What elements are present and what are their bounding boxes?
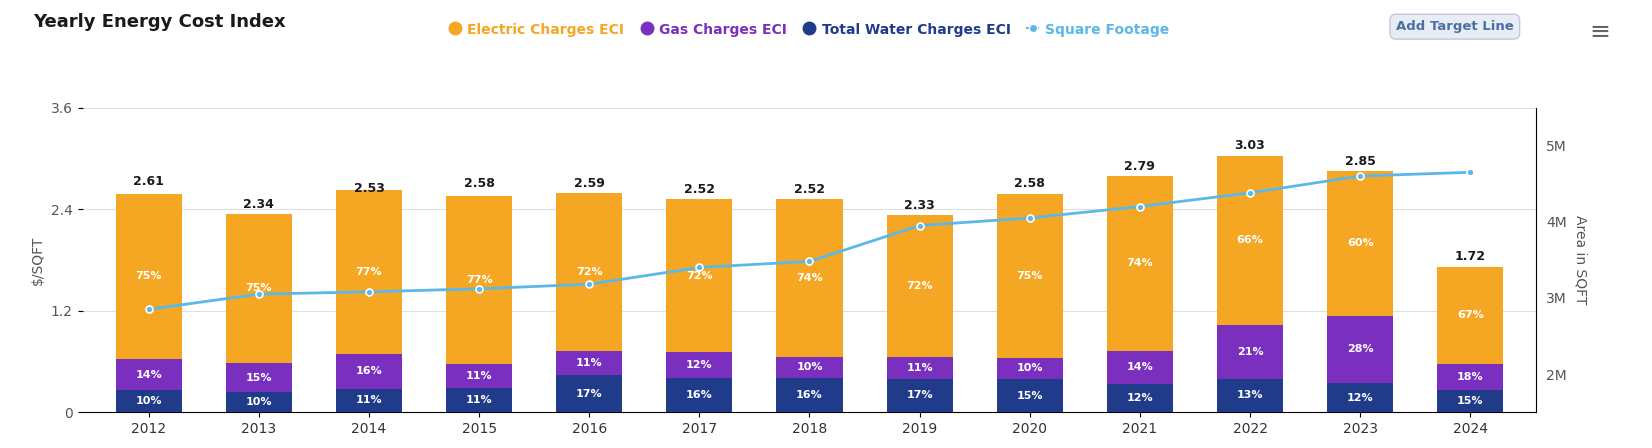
Bar [996, 358, 1062, 379]
Bar [1327, 383, 1393, 412]
Text: 12%: 12% [1346, 393, 1373, 403]
Text: 74%: 74% [796, 273, 823, 283]
Text: 2.58: 2.58 [1014, 177, 1046, 190]
Bar [776, 357, 843, 378]
Bar [1437, 364, 1503, 390]
Bar [1437, 390, 1503, 412]
Text: 21%: 21% [1237, 347, 1264, 357]
Bar [996, 379, 1062, 412]
Bar [776, 199, 843, 357]
Text: 3.03: 3.03 [1234, 139, 1265, 152]
Bar [446, 388, 512, 412]
Text: 67%: 67% [1457, 310, 1483, 320]
Bar [335, 190, 401, 354]
Text: 2.33: 2.33 [904, 198, 935, 211]
Text: 72%: 72% [686, 271, 712, 281]
Bar [1107, 351, 1173, 384]
Text: 2.61: 2.61 [134, 175, 164, 188]
Text: 1.72: 1.72 [1455, 250, 1485, 263]
Text: 17%: 17% [907, 390, 933, 401]
Bar [335, 388, 401, 412]
Bar [887, 357, 953, 379]
Bar [1327, 171, 1393, 316]
Text: 28%: 28% [1346, 345, 1373, 354]
Text: ≡: ≡ [1589, 20, 1611, 44]
Text: 75%: 75% [246, 284, 273, 293]
Text: 15%: 15% [1457, 396, 1483, 406]
Text: 16%: 16% [686, 390, 712, 400]
Text: 13%: 13% [1237, 391, 1264, 401]
Bar [887, 379, 953, 412]
Bar [1218, 156, 1284, 325]
Text: 16%: 16% [355, 366, 382, 376]
Text: 11%: 11% [355, 396, 382, 405]
Text: 77%: 77% [466, 275, 492, 285]
Text: 10%: 10% [796, 362, 823, 372]
Bar [887, 215, 953, 357]
Text: 11%: 11% [577, 358, 603, 368]
Text: 10%: 10% [135, 396, 162, 406]
Text: 2.59: 2.59 [573, 177, 605, 190]
Text: 2.34: 2.34 [243, 198, 274, 211]
Text: 11%: 11% [907, 363, 933, 373]
Bar [116, 390, 182, 412]
Text: 15%: 15% [1016, 391, 1042, 401]
Text: 10%: 10% [1016, 363, 1042, 374]
Bar [557, 351, 623, 375]
Text: 15%: 15% [246, 372, 273, 383]
Bar [1218, 325, 1284, 379]
Text: 14%: 14% [1127, 362, 1153, 372]
Text: Add Target Line: Add Target Line [1396, 20, 1513, 33]
Text: 60%: 60% [1346, 238, 1373, 248]
Text: 14%: 14% [135, 370, 162, 379]
Bar [226, 392, 292, 412]
Bar [996, 194, 1062, 358]
Text: 2.52: 2.52 [684, 182, 715, 195]
Text: 77%: 77% [355, 267, 382, 277]
Text: 17%: 17% [577, 388, 603, 399]
Text: 10%: 10% [246, 397, 273, 407]
Text: 12%: 12% [1127, 393, 1153, 403]
Bar [226, 363, 292, 392]
Text: 75%: 75% [135, 271, 162, 281]
Bar [666, 378, 732, 412]
Bar [1437, 267, 1503, 364]
Text: 72%: 72% [577, 267, 603, 277]
Text: 2.79: 2.79 [1125, 159, 1155, 172]
Text: 11%: 11% [466, 371, 492, 381]
Bar [776, 378, 843, 412]
Bar [116, 359, 182, 390]
Text: 2.52: 2.52 [795, 182, 824, 195]
Bar [1107, 176, 1173, 351]
Text: 74%: 74% [1127, 258, 1153, 268]
Text: 11%: 11% [466, 395, 492, 405]
Text: Yearly Energy Cost Index: Yearly Energy Cost Index [33, 13, 286, 31]
Bar [226, 214, 292, 363]
Bar [446, 196, 512, 364]
Bar [557, 193, 623, 351]
Bar [116, 194, 182, 359]
Y-axis label: $/SQFT: $/SQFT [31, 235, 45, 284]
Text: 72%: 72% [907, 281, 933, 291]
Y-axis label: Area in SQFT: Area in SQFT [1574, 215, 1588, 305]
Text: 16%: 16% [796, 390, 823, 400]
Text: 2.53: 2.53 [354, 182, 385, 195]
Bar [1218, 379, 1284, 412]
Bar [666, 353, 732, 378]
Text: 12%: 12% [686, 360, 712, 370]
Text: 18%: 18% [1457, 372, 1483, 382]
Text: 66%: 66% [1237, 235, 1264, 246]
Bar [446, 364, 512, 388]
Bar [1107, 384, 1173, 412]
Bar [557, 375, 623, 412]
Bar [666, 199, 732, 353]
Bar [1327, 316, 1393, 383]
Text: 2.58: 2.58 [464, 177, 494, 190]
Bar [335, 354, 401, 388]
Legend: Electric Charges ECI, Gas Charges ECI, Total Water Charges ECI, Square Footage: Electric Charges ECI, Gas Charges ECI, T… [444, 17, 1175, 42]
Text: 2.85: 2.85 [1345, 155, 1376, 168]
Text: 75%: 75% [1016, 271, 1042, 281]
